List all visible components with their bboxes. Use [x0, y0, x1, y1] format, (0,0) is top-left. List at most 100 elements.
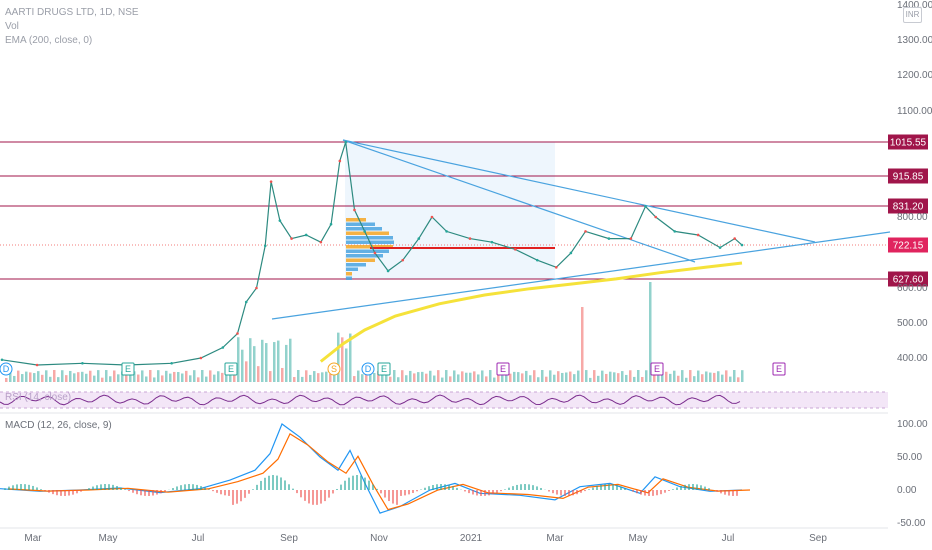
macd-hist-bar-33	[132, 490, 134, 493]
macd-hist-bar-75	[300, 490, 302, 498]
macd-hist-bar-19	[76, 490, 78, 494]
price-point-17	[338, 159, 342, 163]
price-point-42	[740, 243, 744, 247]
volume-bar-15	[65, 375, 68, 382]
volume-bar-67	[273, 342, 276, 382]
macd-hist-bar-96	[384, 490, 386, 498]
volume-bar-46	[189, 375, 192, 382]
macd-hist-bar-9	[36, 487, 38, 490]
volume-legend[interactable]: Vol	[5, 21, 19, 32]
macd-hist-bar-166	[664, 490, 666, 493]
macd-hist-bar-167	[668, 490, 670, 491]
macd-hist-bar-98	[392, 490, 394, 504]
macd-hist-bar-108	[432, 485, 434, 490]
volume-bar-36	[149, 370, 152, 382]
macd-hist-bar-159	[636, 490, 638, 494]
price-tick-5: 600.00	[897, 283, 928, 294]
macd-hist-bar-74	[296, 490, 298, 494]
ema-line	[319, 261, 743, 363]
rsi-line	[0, 394, 741, 406]
volume-bar-160	[645, 370, 648, 382]
price-point-4	[170, 361, 173, 365]
macd-hist-bar-56	[224, 490, 226, 496]
volume-bar-28	[117, 374, 120, 382]
volume-bar-117	[473, 371, 476, 382]
time-tick-5: 2021	[460, 533, 483, 544]
macd-legend[interactable]: MACD (12, 26, close, 9)	[5, 420, 112, 431]
macd-hist-bar-48	[192, 484, 194, 490]
volume-bar-97	[393, 370, 396, 382]
macd-hist-bar-39	[156, 490, 158, 495]
price-point-32	[569, 251, 573, 255]
volume-bar-14	[61, 370, 64, 382]
macd-hist-bar-139	[556, 490, 558, 495]
macd-hist-bar-173	[692, 484, 694, 490]
macd-tick-0: 100.00	[897, 419, 928, 430]
volume-bar-21	[89, 370, 92, 382]
price-point-24	[417, 237, 421, 240]
symbol-title[interactable]: AARTI DRUGS LTD, 1D, NSE	[5, 7, 139, 18]
volume-bar-111	[449, 376, 452, 382]
macd-hist-bar-89	[356, 475, 358, 490]
volume-bar-57	[233, 374, 236, 382]
macd-hist-bar-99	[396, 490, 398, 505]
macd-hist-bar-17	[68, 490, 70, 496]
macd-hist-bar-146	[584, 490, 586, 492]
event-marker-6: E	[496, 362, 510, 376]
ema-legend[interactable]: EMA (200, close, 0)	[5, 35, 93, 46]
level-tag-3	[888, 237, 928, 253]
macd-hist-bar-93	[372, 484, 374, 490]
volume-bar-24	[101, 377, 104, 382]
price-point-22	[386, 269, 390, 273]
macd-hist-bar-80	[320, 490, 322, 504]
macd-hist-bar-50	[200, 486, 202, 490]
event-marker-label-0: D	[3, 364, 10, 374]
volume-bar-163	[657, 373, 660, 382]
price-point-27	[468, 237, 472, 240]
volume-bar-146	[589, 377, 592, 382]
volume-bar-92	[373, 372, 376, 382]
macd-hist-bar-153	[612, 484, 614, 490]
macd-hist-bar-91	[364, 477, 366, 490]
macd-hist-bar-142	[568, 490, 570, 496]
volume-bar-178	[717, 371, 720, 382]
volume-bar-153	[617, 373, 620, 382]
volume-profile-bar-13	[346, 276, 352, 280]
volume-bar-61	[249, 338, 252, 382]
event-marker-frame-7	[650, 362, 664, 376]
macd-hist-bar-87	[348, 477, 350, 490]
price-point-18	[344, 140, 347, 144]
volume-bar-105	[425, 373, 428, 382]
macd-hist-bar-43	[172, 488, 174, 490]
macd-hist-bar-155	[620, 486, 622, 490]
time-tick-9: Sep	[809, 533, 827, 544]
macd-hist-bar-140	[560, 490, 562, 496]
currency-badge[interactable]: INR	[903, 7, 922, 23]
volume-bar-93	[377, 371, 380, 382]
macd-hist-bar-72	[288, 484, 290, 490]
volume-bar-3	[17, 370, 20, 382]
price-point-30	[535, 258, 539, 262]
rsi-legend[interactable]: RSI (14, close)	[5, 392, 72, 403]
trend-line-upper	[342, 139, 816, 243]
volume-bar-124	[501, 375, 504, 382]
volume-bar-172	[693, 376, 696, 382]
time-tick-4: Nov	[370, 533, 388, 544]
price-point-35	[629, 237, 633, 240]
volume-bar-96	[389, 376, 392, 382]
macd-hist-bar-5	[20, 484, 22, 490]
volume-profile-bar-7	[346, 249, 389, 253]
time-tick-7: May	[629, 533, 648, 544]
chart-legend: AARTI DRUGS LTD, 1D, NSE Vol EMA (200, c…	[5, 6, 139, 48]
volume-bar-73	[297, 370, 300, 382]
macd-hist-bar-131	[524, 484, 526, 490]
macd-hist-bar-95	[380, 490, 382, 494]
volume-profile-bar-6	[346, 245, 393, 249]
macd-hist-bar-106	[424, 487, 426, 490]
volume-bar-113	[457, 374, 460, 382]
volume-bar-98	[397, 377, 400, 382]
volume-bar-87	[353, 376, 356, 382]
macd-hist-bar-170	[680, 485, 682, 490]
time-tick-0: Mar	[24, 533, 42, 544]
